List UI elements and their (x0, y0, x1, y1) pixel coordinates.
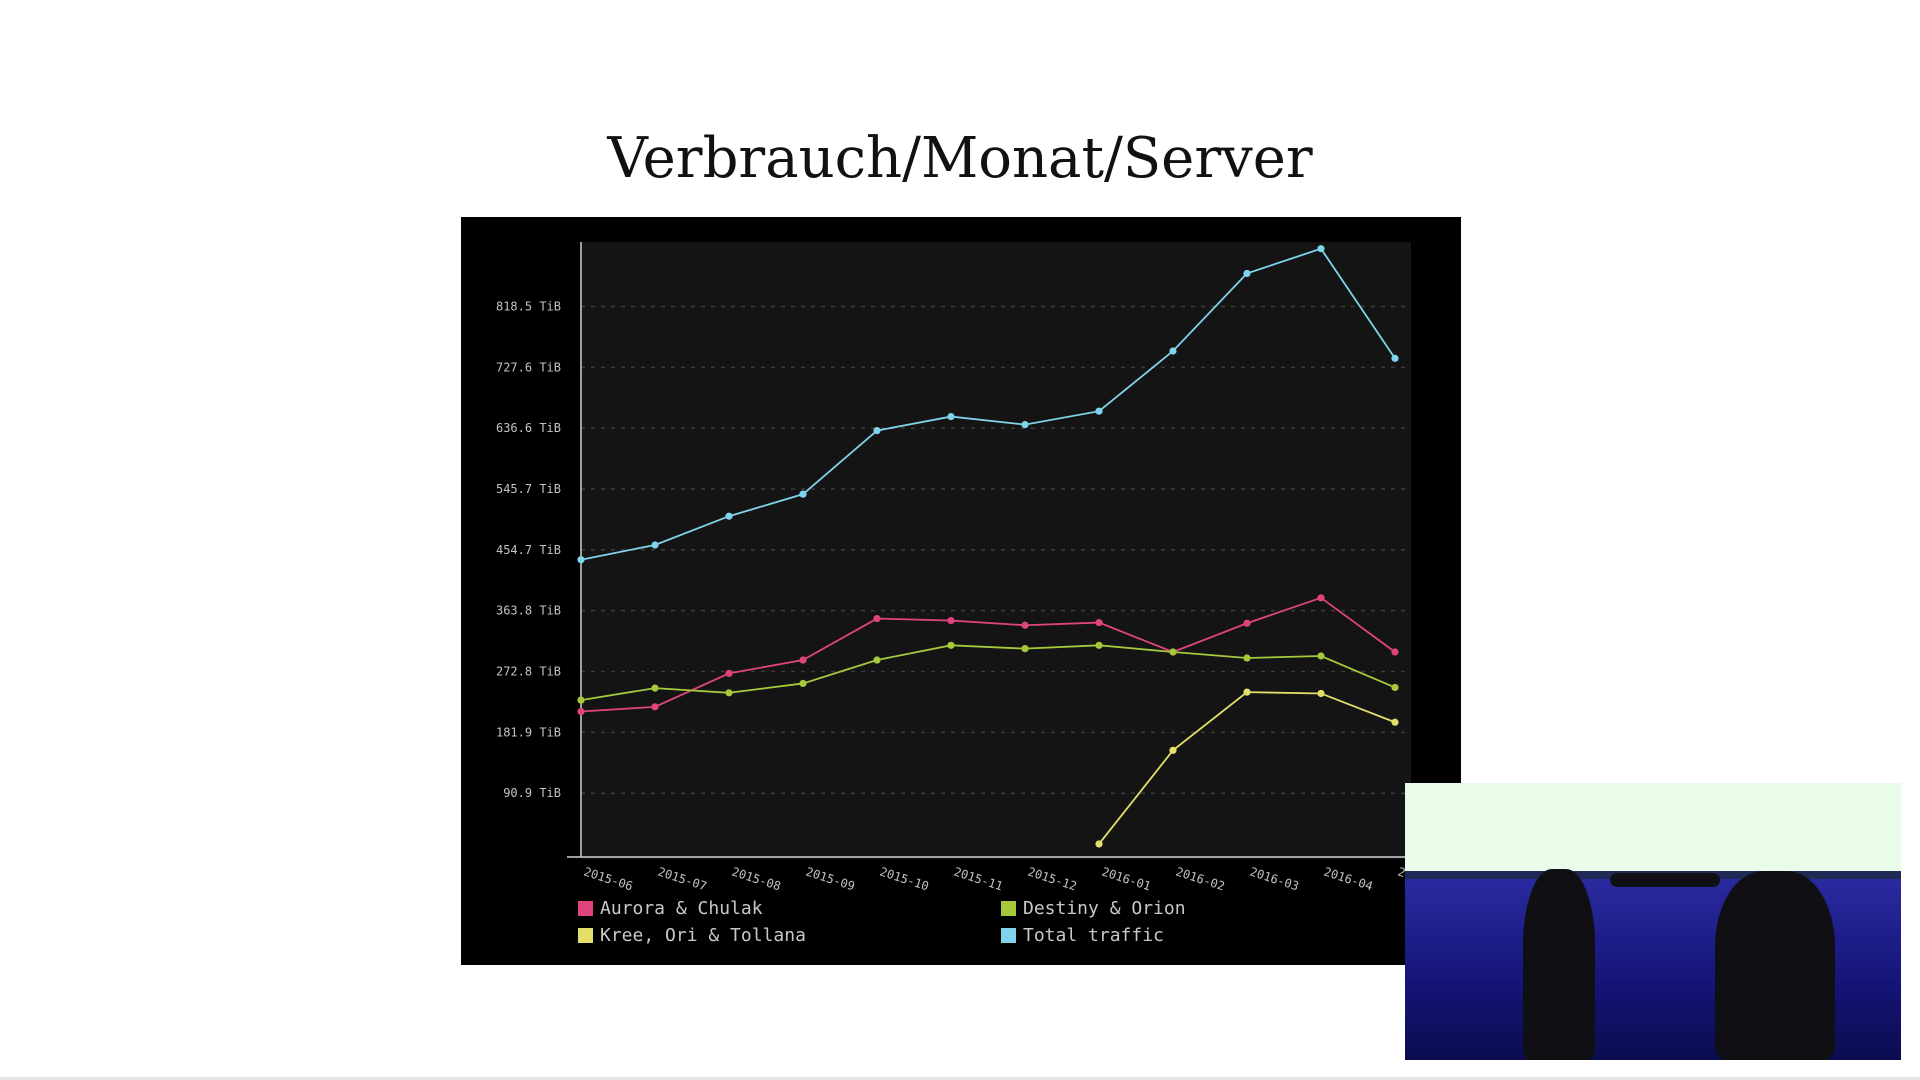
y-tick-label: 454.7 TiB (496, 543, 561, 557)
series-line-1 (580, 644, 1396, 702)
data-point-1 (1243, 654, 1251, 662)
legend-item: Kree, Ori & Tollana (578, 925, 806, 946)
data-point-2 (1095, 840, 1103, 848)
data-point-0 (1317, 594, 1325, 602)
legend-swatch (578, 928, 593, 943)
series-line-3 (580, 247, 1396, 561)
data-point-1 (1095, 641, 1103, 649)
legend-swatch (578, 901, 593, 916)
data-point-0 (873, 614, 881, 623)
slide-title: Verbrauch/Monat/Server (607, 126, 1313, 191)
data-point-3 (1021, 420, 1029, 429)
y-tick-label: 545.7 TiB (496, 482, 561, 496)
speaker-right (1715, 871, 1835, 1060)
x-tick-label: 2015-12 (1026, 865, 1078, 894)
data-point-1 (873, 656, 881, 664)
data-point-3 (1169, 347, 1177, 355)
y-tick-label: 90.9 TiB (503, 786, 561, 800)
data-point-1 (1021, 645, 1029, 653)
x-tick-label: 2016-04 (1322, 865, 1374, 894)
chart-frame: 90.9 TiB 181.9 TiB 272.8 TiB 363.8 TiB 454.7… (461, 217, 1461, 965)
data-point-3 (873, 427, 881, 435)
data-point-3 (947, 412, 955, 421)
x-tick-label: 2015-06 (582, 865, 634, 894)
legend-item: Aurora & Chulak (578, 898, 763, 919)
y-tick-label: 727.6 TiB (496, 360, 561, 374)
x-tick-label: 2016-03 (1248, 865, 1300, 894)
bottom-divider (0, 1077, 1920, 1080)
data-point-1 (947, 641, 955, 649)
data-point-1 (1391, 683, 1399, 692)
x-tick-label: 2016-01 (1100, 865, 1152, 894)
speaker-pointing-arm (1610, 873, 1720, 887)
data-point-0 (1391, 648, 1399, 656)
legend-swatch (1001, 901, 1016, 916)
data-point-0 (1243, 619, 1251, 627)
data-point-3 (651, 541, 659, 549)
data-point-0 (577, 707, 585, 716)
line-chart: 90.9 TiB 181.9 TiB 272.8 TiB 363.8 TiB 454.7… (496, 242, 1461, 894)
legend-item: Total traffic (1001, 925, 1164, 946)
data-point-3 (1243, 269, 1251, 278)
data-point-0 (725, 669, 733, 678)
data-point-2 (1391, 718, 1399, 726)
x-tick-label: 2 (1396, 865, 1407, 881)
plot-area (581, 242, 1411, 859)
y-tick-label: 818.5 TiB (496, 300, 561, 314)
data-point-1 (651, 684, 659, 692)
data-point-1 (725, 689, 733, 697)
legend-label: Aurora & Chulak (600, 898, 763, 919)
legend-swatch (1001, 928, 1016, 943)
x-tick-label: 2015-11 (952, 865, 1004, 894)
data-point-3 (1317, 245, 1325, 253)
legend-label: Destiny & Orion (1023, 898, 1186, 919)
legend-label: Total traffic (1023, 925, 1164, 946)
data-point-3 (577, 556, 585, 564)
data-point-2 (1243, 688, 1251, 696)
legend-label: Kree, Ori & Tollana (600, 925, 806, 946)
data-point-1 (577, 696, 585, 704)
y-tick-label: 272.8 TiB (496, 665, 561, 679)
x-tick-label: 2015-10 (878, 865, 930, 894)
speaker-left (1523, 869, 1595, 1060)
y-tick-label: 636.6 TiB (496, 421, 561, 435)
y-tick-label: 181.9 TiB (496, 725, 561, 739)
data-point-0 (947, 616, 955, 625)
data-point-3 (799, 490, 807, 498)
data-point-0 (1095, 618, 1103, 627)
x-tick-label: 2015-07 (656, 865, 708, 894)
series-line-0 (580, 596, 1396, 713)
y-tick-label: 363.8 TiB (496, 604, 561, 618)
data-point-3 (1391, 354, 1399, 362)
data-point-1 (1317, 652, 1325, 660)
data-point-2 (1169, 746, 1177, 754)
data-point-1 (799, 679, 807, 688)
data-point-1 (1169, 648, 1177, 656)
x-tick-label: 2015-09 (804, 865, 856, 894)
data-point-3 (1095, 407, 1103, 415)
x-tick-label: 2015-08 (730, 865, 782, 894)
data-point-3 (725, 512, 733, 520)
data-point-0 (1021, 621, 1029, 629)
data-point-0 (651, 703, 659, 711)
stage-backdrop-light (1405, 783, 1901, 871)
speaker-video-inset (1405, 783, 1901, 1060)
x-tick-label: 2016-02 (1174, 865, 1226, 894)
legend-item: Destiny & Orion (1001, 898, 1186, 919)
data-point-2 (1317, 689, 1325, 698)
data-point-0 (799, 656, 807, 664)
